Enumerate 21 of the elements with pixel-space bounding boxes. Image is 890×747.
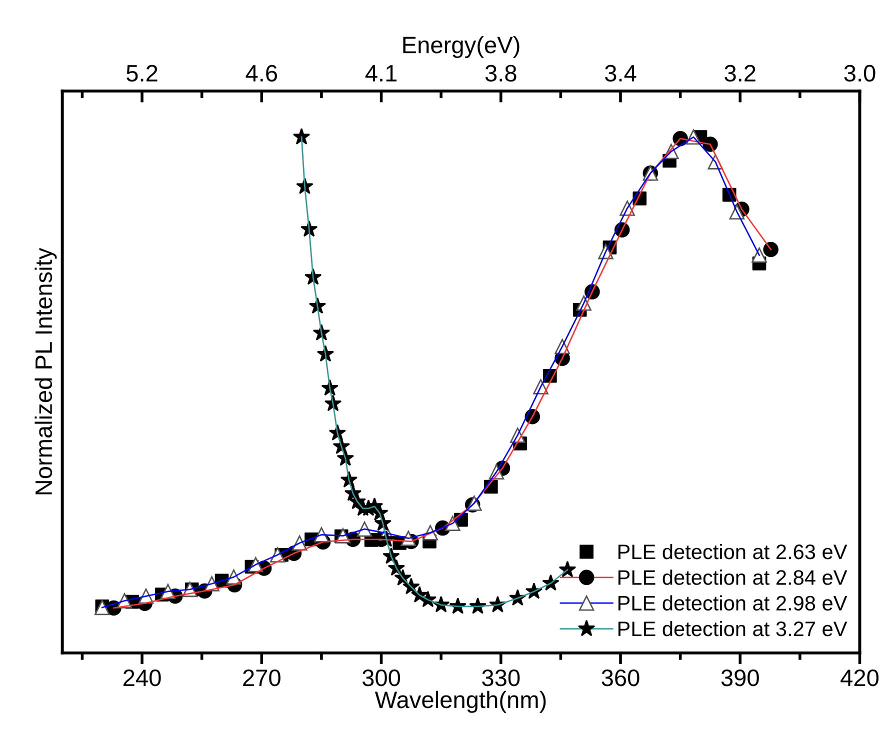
- legend-label: PLE detection at 2.84 eV: [618, 570, 848, 585]
- text: 3.4: [605, 64, 636, 82]
- y-axis-title: Normalized PL Intensity: [34, 248, 57, 494]
- text: 3.8: [485, 64, 516, 82]
- text: 4.6: [246, 64, 278, 82]
- x-tick-label: 300: [362, 669, 400, 686]
- text: 5.2: [126, 64, 158, 82]
- legend-label: PLE detection at 3.27 eV: [618, 620, 848, 636]
- x-tick-label: 420: [840, 669, 879, 686]
- x-tick-label: 360: [602, 669, 640, 686]
- legend-label: PLE detection at 2.98 eV: [618, 595, 848, 611]
- x-axis-title: Wavelength(nm): [374, 690, 546, 713]
- text: 3.2: [724, 64, 756, 82]
- text: Energy(eV): [403, 36, 520, 58]
- x-tick-label: 390: [721, 669, 759, 686]
- x-tick-label: 330: [482, 669, 520, 686]
- text: 3.0: [844, 64, 876, 82]
- x-tick-label: 270: [243, 669, 280, 686]
- text: 4.1: [365, 65, 397, 82]
- x-tick-label: 240: [124, 669, 161, 686]
- legend-label: PLE detection at 2.63 eV: [618, 544, 848, 560]
